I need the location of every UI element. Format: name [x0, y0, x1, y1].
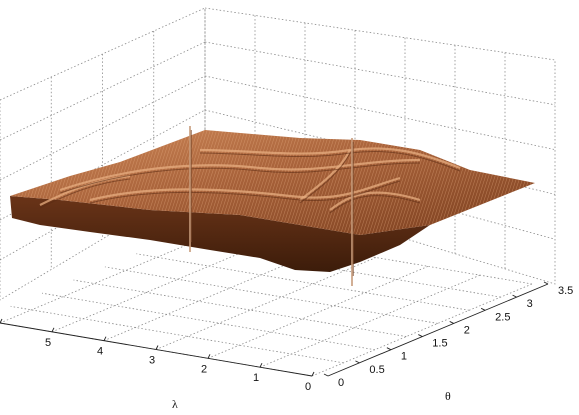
x-tick-mark: [51, 327, 55, 333]
floor-grid-line: [259, 274, 481, 368]
surface-ridge: [89, 176, 401, 202]
y-tick-label: 0: [338, 377, 344, 389]
surface-ridge-shadow: [329, 195, 421, 214]
floor-grid-line: [10, 305, 344, 364]
surface-ridge-shadow: [59, 162, 421, 194]
y-tick-mark: [543, 281, 549, 285]
floor-grid-line: [41, 292, 375, 351]
y-tick-label: 3.5: [558, 285, 573, 297]
floor-grid-line: [103, 248, 325, 342]
x-tick-mark: [0, 318, 3, 324]
grid-line: [0, 75, 206, 181]
x-tick-mark: [311, 371, 315, 377]
surface-ridge: [59, 158, 421, 192]
y-tick-label: 2.5: [495, 311, 510, 323]
y-tick-label: 0.5: [369, 364, 384, 376]
x-axis-label: λ: [172, 397, 178, 411]
x-tick-label: 5: [45, 337, 51, 349]
y-tick-label: 3: [527, 298, 533, 310]
surface-ridge-shadow: [39, 178, 131, 209]
grid-line: [204, 41, 556, 106]
floor-grid-line: [155, 257, 377, 350]
x-tick-mark: [103, 336, 107, 341]
floor-grid-line: [311, 283, 533, 377]
surface-ridge: [299, 149, 351, 201]
x-axis: 0123456 λ: [0, 318, 315, 411]
grid-line: [0, 109, 206, 221]
floor-grid-line: [136, 253, 470, 311]
surface-ridge-shadow: [299, 152, 351, 204]
y-tick-label: 2: [464, 324, 470, 336]
x-tick-mark: [259, 362, 263, 368]
surface-texture: [10, 130, 535, 235]
grid-line: [204, 75, 556, 150]
y-tick-mark: [512, 294, 517, 298]
floor-grid-line: [104, 266, 438, 324]
y-tick-mark: [418, 334, 423, 337]
grid-line: [0, 41, 206, 141]
surface-ridge-shadow: [89, 180, 401, 204]
y-tick-mark: [386, 347, 392, 351]
floor-grid-line: [0, 230, 221, 324]
y-tick-mark: [323, 373, 329, 377]
x-tick-label: 4: [97, 346, 103, 358]
x-tick-label: 0: [305, 381, 311, 393]
y-tick-label: 1.5: [432, 338, 447, 350]
surface-skirt: [10, 196, 430, 272]
x-tick-label: 1: [253, 372, 259, 384]
y-tick-label: 1: [401, 351, 407, 363]
x-tick-label: 3: [149, 355, 155, 367]
floor-grid-line: [207, 265, 429, 359]
y-tick-mark: [355, 360, 360, 364]
floor-grid-line: [73, 279, 407, 337]
y-tick-mark: [480, 307, 486, 311]
y-axis-label: θ: [445, 389, 451, 403]
floor-grid-line: [51, 239, 273, 333]
y-tick-mark: [449, 321, 454, 324]
x-tick-mark: [155, 345, 159, 350]
surface-ridge: [329, 191, 421, 211]
surface-mesh: [10, 126, 535, 286]
x-tick-mark: [207, 354, 211, 359]
y-axis-line: [327, 283, 549, 377]
y-axis: 0 0.5 1 1.5 2 2.5 3 3.5 θ: [323, 281, 573, 403]
x-tick-label: 2: [201, 363, 207, 375]
back-right-wall: [204, 7, 556, 285]
